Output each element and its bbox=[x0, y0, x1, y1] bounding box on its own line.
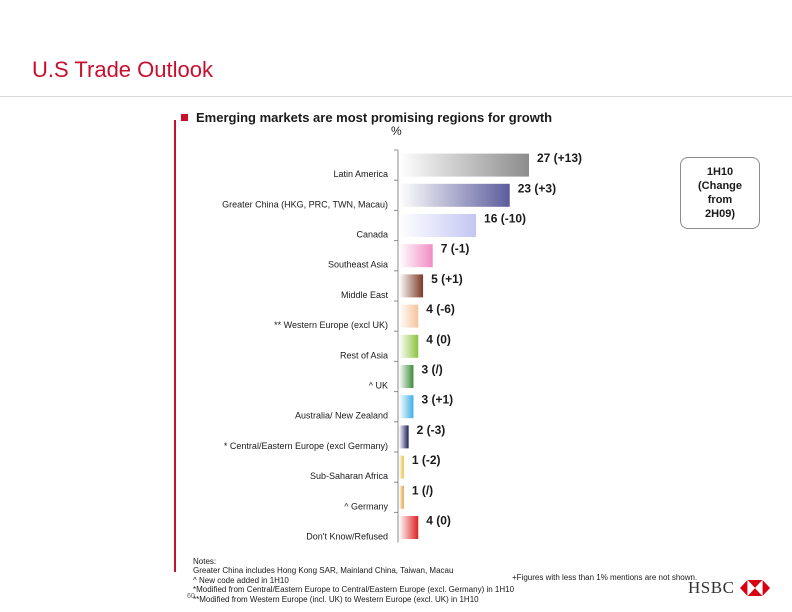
category-label: Sub-Saharan Africa bbox=[310, 471, 388, 481]
legend-box: 1H10 (Change from 2H09) bbox=[680, 157, 760, 229]
bar bbox=[399, 516, 419, 539]
data-label: 3 (/) bbox=[421, 363, 442, 377]
footnote: +Figures with less than 1% mentions are … bbox=[512, 573, 698, 582]
category-label: * Central/Eastern Europe (excl Germany) bbox=[224, 441, 388, 451]
notes-line: *Modified from Central/Eastern Europe to… bbox=[193, 585, 515, 595]
category-label: Australia/ New Zealand bbox=[295, 411, 388, 421]
category-label: Middle East bbox=[341, 290, 389, 300]
bar bbox=[399, 485, 404, 509]
category-label: ^ Germany bbox=[344, 501, 388, 511]
page-number: 60 bbox=[187, 593, 195, 600]
legend-note: 1H10 (Change from 2H09) bbox=[698, 166, 742, 220]
notes-block: Notes: Greater China includes Hong Kong … bbox=[193, 557, 514, 604]
data-label: 1 (-2) bbox=[412, 453, 441, 467]
data-label: 27 (+13) bbox=[537, 151, 582, 165]
bullet-square-icon bbox=[181, 114, 188, 121]
bar bbox=[399, 455, 404, 479]
bar bbox=[399, 365, 414, 388]
data-label: 3 (+1) bbox=[421, 393, 453, 407]
bar bbox=[399, 304, 419, 328]
chart-subtitle: Emerging markets are most promising regi… bbox=[196, 110, 553, 125]
category-label: Greater China (HKG, PRC, TWN, Macau) bbox=[222, 199, 388, 209]
notes-line: Greater China includes Hong Kong SAR, Ma… bbox=[193, 566, 454, 576]
bar bbox=[399, 153, 529, 177]
accent-vertical-line bbox=[174, 120, 176, 572]
logo-text: HSBC bbox=[688, 578, 735, 597]
category-label: Latin America bbox=[333, 169, 388, 179]
data-label: 16 (-10) bbox=[484, 212, 526, 226]
category-label: Don't Know/Refused bbox=[306, 532, 388, 542]
category-label: ** Western Europe (excl UK) bbox=[274, 320, 388, 330]
bar bbox=[399, 183, 510, 207]
category-label: Rest of Asia bbox=[340, 350, 388, 360]
title-divider bbox=[0, 96, 792, 97]
category-label: Southeast Asia bbox=[328, 260, 388, 270]
data-label: 4 (-6) bbox=[426, 302, 455, 316]
data-label: 1 (/) bbox=[412, 483, 433, 497]
hsbc-logo: HSBC bbox=[688, 578, 771, 598]
data-label: 4 (0) bbox=[426, 332, 451, 346]
data-label: 23 (+3) bbox=[518, 181, 556, 195]
data-label: 5 (+1) bbox=[431, 272, 463, 286]
page-title: U.S Trade Outlook bbox=[32, 57, 213, 82]
bar bbox=[399, 214, 477, 237]
bar bbox=[399, 334, 419, 358]
bar bbox=[399, 274, 424, 298]
hsbc-hexagon-icon bbox=[740, 580, 771, 596]
bar bbox=[399, 425, 409, 449]
notes-line: ^ New code added in 1H10 bbox=[193, 575, 289, 585]
data-label: 7 (-1) bbox=[441, 242, 470, 256]
category-label: Canada bbox=[356, 230, 388, 240]
data-label: 4 (0) bbox=[426, 514, 451, 528]
notes-line: Notes: bbox=[193, 557, 217, 566]
notes-line: **Modified from Western Europe (incl. UK… bbox=[193, 594, 479, 604]
unit-label: % bbox=[391, 124, 402, 138]
bar bbox=[399, 244, 433, 268]
category-label: ^ UK bbox=[369, 381, 388, 391]
data-label: 2 (-3) bbox=[417, 423, 446, 437]
bar bbox=[399, 395, 414, 419]
